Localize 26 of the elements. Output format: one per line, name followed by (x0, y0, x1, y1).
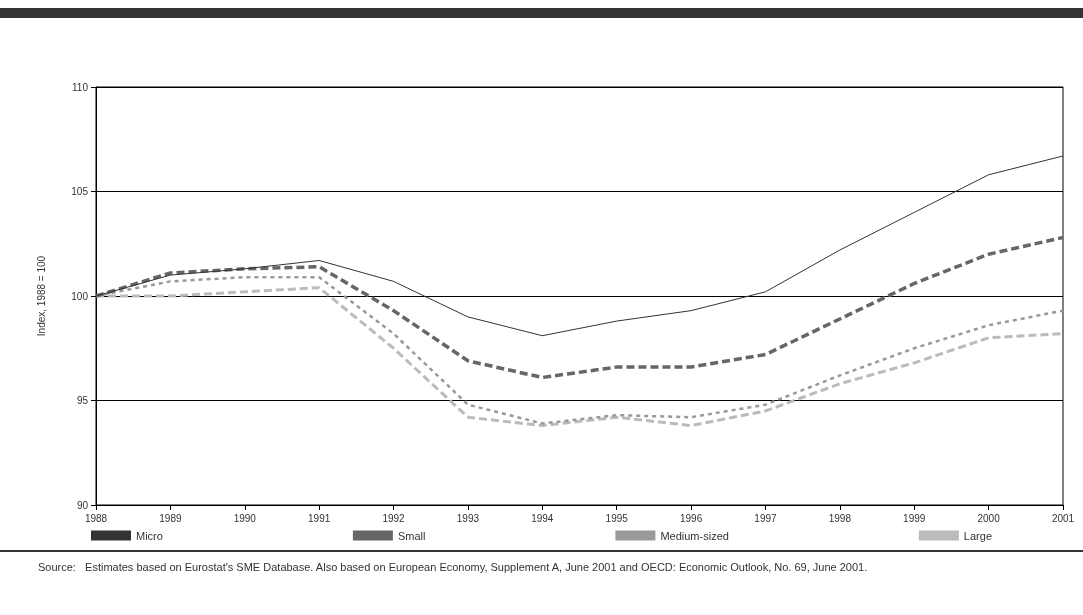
x-tick-label: 1995 (605, 512, 629, 524)
legend-label: Medium-sized (660, 529, 729, 542)
x-tick-label: 1997 (754, 512, 778, 524)
y-tick-label: 105 (71, 186, 89, 197)
x-tick-label: 2001 (1051, 512, 1075, 524)
x-tick-label: 1996 (679, 512, 703, 524)
y-tick-label: 90 (76, 499, 89, 511)
y-tick-label: 100 (71, 290, 89, 302)
source-note: Source: Estimates based on Eurostat's SME Database. Also based on European Economy, Supplement A, June 2001 and OECD: Economic Outlook, No. 69, June 2001. (38, 561, 868, 573)
legend-label: Large (963, 529, 992, 542)
y-tick-label: 95 (76, 395, 89, 406)
y-axis-title: Index, 1988 = 100 (35, 255, 47, 337)
y-tick-label: 110 (72, 81, 89, 93)
x-tick-label: 1998 (828, 512, 852, 524)
x-tick-label: 1990 (233, 512, 257, 524)
x-tick-label: 1994 (531, 512, 554, 524)
x-tick-label: 1989 (159, 512, 182, 524)
x-tick-label: 1992 (382, 512, 406, 524)
x-tick-label: 1988 (84, 512, 108, 524)
x-tick-label: 1999 (903, 512, 926, 524)
legend-label: Micro (136, 529, 163, 542)
x-tick-label: 1993 (456, 512, 480, 524)
x-tick-label: 2000 (977, 512, 1001, 524)
legend-label: Small (397, 529, 426, 542)
line-series (94, 235, 1065, 380)
x-tick-label: 1991 (308, 512, 331, 524)
